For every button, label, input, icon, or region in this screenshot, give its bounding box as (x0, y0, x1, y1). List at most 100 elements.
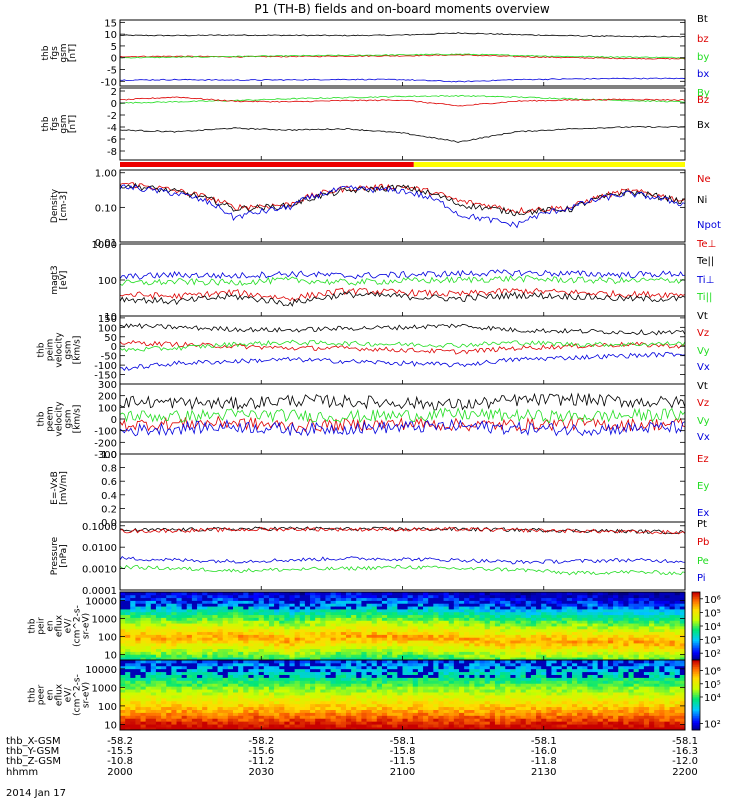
spectrogram-cell (438, 643, 444, 647)
spectrogram-cell (294, 611, 301, 616)
spectrogram-cell (541, 703, 547, 708)
spectrogram-cell (330, 648, 337, 652)
spectrogram-cell (551, 592, 557, 596)
spectrogram-cell (505, 709, 511, 713)
spectrogram-cell (150, 686, 157, 690)
spectrogram-cell (361, 592, 367, 596)
spectrogram-cell (618, 609, 624, 613)
spectrogram-cell (166, 695, 172, 699)
spectrogram-cell (459, 657, 465, 661)
spectrogram-cell (505, 609, 511, 613)
spectrogram-cell (448, 692, 455, 696)
spectrogram-cell (315, 683, 321, 687)
spectrogram-cell (125, 657, 131, 661)
spectrogram-cell (464, 626, 470, 630)
spectrogram-cell (551, 626, 557, 630)
spectrogram-cell (155, 692, 162, 696)
series-line-blue (119, 184, 686, 229)
spectrogram-cell (638, 643, 645, 647)
spectrogram-cell (561, 594, 568, 599)
spectrogram-cell (279, 680, 285, 684)
spectrogram-cell (202, 620, 208, 624)
spectrogram-cell (335, 686, 342, 690)
spectrogram-cell (371, 623, 378, 627)
spectrogram-cell (392, 680, 398, 684)
spectrogram-cell (202, 671, 208, 675)
spectrogram-cell (125, 709, 131, 713)
series-line-red (119, 526, 686, 535)
spectrogram-cell (566, 594, 573, 599)
legend-entry: Vz (697, 328, 709, 339)
spectrogram-cell (238, 727, 244, 731)
spectrogram-cell (628, 657, 635, 661)
spectrogram-cell (669, 651, 676, 655)
spectrogram-cell (536, 651, 542, 655)
spectrogram-cell (551, 648, 557, 652)
spectrogram-cell (356, 631, 362, 635)
spectrogram-cell (140, 623, 147, 627)
spectrogram-cell (664, 611, 670, 616)
spectrogram-cell (679, 611, 686, 616)
spectrogram-cell (381, 665, 388, 670)
spectrogram-cell (541, 634, 547, 638)
spectrogram-cell (387, 662, 393, 667)
spectrogram-cell (222, 692, 229, 696)
spectrogram-cell (500, 648, 506, 652)
spectrogram-cell (381, 677, 388, 681)
spectrogram-cell (443, 611, 450, 616)
spectrogram-cell (433, 671, 439, 675)
spectrogram-cell (433, 721, 439, 725)
spectrogram-cell (186, 689, 193, 693)
spectrogram-cell (135, 703, 141, 708)
spectrogram-cell (623, 628, 629, 633)
spectrogram-cell (572, 637, 578, 641)
spectrogram-cell (423, 654, 429, 658)
spectrogram-cell (546, 592, 552, 596)
spectrogram-cell (371, 662, 378, 667)
spectrogram-cell (561, 657, 568, 661)
spectrogram-cell (464, 677, 470, 681)
spectrogram-cell (289, 634, 296, 638)
spectrogram-cell (330, 700, 337, 705)
spectrogram-cell (525, 626, 532, 630)
spectrogram-cell (561, 643, 568, 647)
spectrogram-cell (659, 609, 665, 613)
spectrogram-cell (346, 648, 352, 652)
spectrogram-cell (423, 640, 429, 644)
spectrogram-cell (289, 606, 296, 610)
spectrogram-cell (392, 623, 398, 627)
spectrogram-cell (428, 623, 434, 627)
spectrogram-cell (340, 703, 347, 708)
legend-entry: Ez (697, 454, 709, 465)
spectrogram-cell (299, 611, 306, 616)
spectrogram-cell (222, 634, 229, 638)
spectrogram-cell (484, 727, 491, 731)
spectrogram-cell (417, 626, 424, 630)
spectrogram-cell (448, 712, 455, 716)
spectrogram-cell (433, 643, 439, 647)
spectrogram-cell (191, 628, 198, 633)
spectrogram-cell (351, 657, 357, 661)
spectrogram-cell (176, 665, 183, 670)
spectrogram-cell (140, 603, 147, 607)
spectrogram-cell (263, 700, 270, 705)
spectrogram-cell (325, 680, 331, 684)
spectrogram-cell (592, 617, 599, 621)
spectrogram-cell (376, 620, 383, 624)
spectrogram-cell (397, 643, 403, 647)
spectrogram-cell (238, 668, 244, 673)
spectrogram-cell (130, 648, 136, 652)
spectrogram-cell (299, 721, 306, 725)
spectrogram-cell (279, 592, 285, 596)
spectrogram-cell (515, 706, 522, 710)
spectrogram-cell (669, 657, 676, 661)
spectrogram-cell (325, 668, 331, 673)
spectrogram-cell (474, 620, 480, 624)
spectrogram-cell (263, 662, 270, 667)
spectrogram-cell (202, 709, 208, 713)
spectrogram-cell (397, 634, 403, 638)
spectrogram-cell (505, 626, 511, 630)
spectrogram-cell (181, 715, 188, 719)
spectrogram-cell (161, 614, 167, 618)
spectrogram-cell (227, 680, 234, 684)
